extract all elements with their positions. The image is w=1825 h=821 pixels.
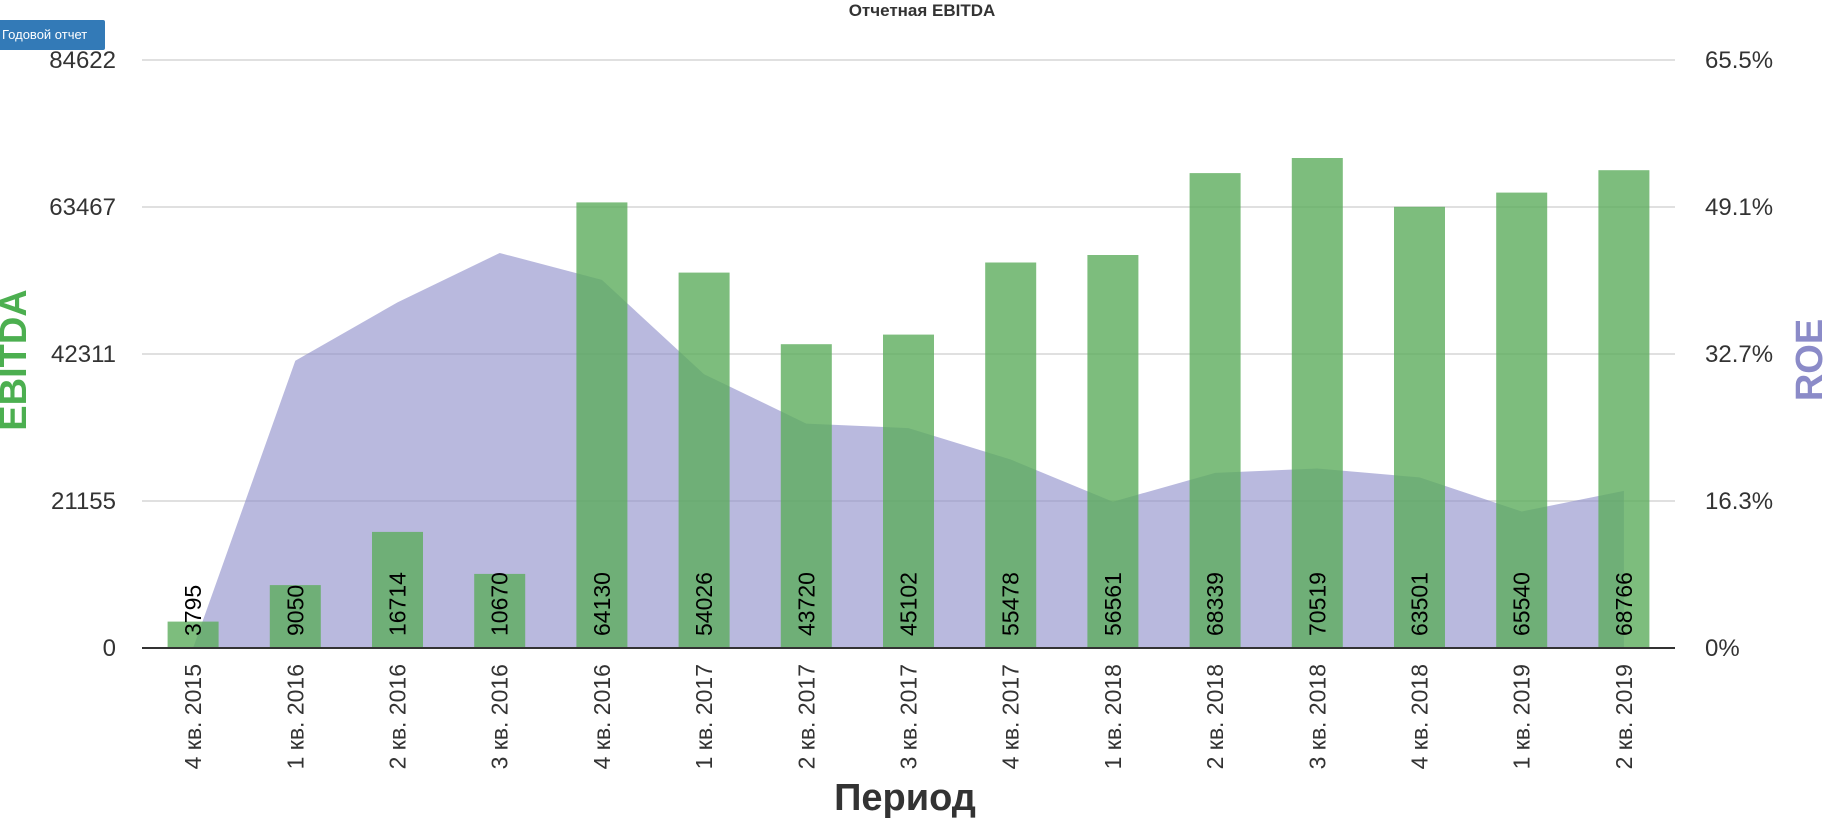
ebitda-bar[interactable] <box>167 621 219 648</box>
x-tick-label: 4 кв. 2015 <box>180 664 206 769</box>
x-tick-label: 4 кв. 2017 <box>998 664 1024 769</box>
annual-report-button[interactable]: Годовой отчет <box>0 20 106 50</box>
ebitda-data-label: 63501 <box>1407 572 1433 636</box>
ebitda-data-label: 64130 <box>589 572 615 636</box>
ebitda-bar[interactable] <box>1291 158 1343 648</box>
ebitda-data-label: 70519 <box>1304 572 1330 636</box>
ebitda-data-label: 3795 <box>180 585 206 636</box>
ebitda-bar[interactable] <box>576 202 628 648</box>
x-tick-label: 2 кв. 2019 <box>1611 664 1637 769</box>
y-left-tick-label: 0 <box>103 635 116 662</box>
y-left-tick-label: 21155 <box>51 488 116 515</box>
ebitda-bar[interactable] <box>1189 173 1241 648</box>
ebitda-bar-layer <box>167 158 1650 649</box>
y-right-tick-label: 49.1% <box>1705 194 1773 221</box>
x-tick-label: 2 кв. 2017 <box>793 664 819 769</box>
data-label-layer: 3795 9050 16714 10670 64130 54026 43720 45102 55… <box>180 572 1637 636</box>
y-left-tick-label: 84622 <box>49 47 116 74</box>
x-axis-title: Период <box>834 777 976 819</box>
x-tick-label: 1 кв. 2019 <box>1509 664 1535 769</box>
ebitda-data-label: 68339 <box>1202 572 1228 636</box>
x-tick-label: 1 кв. 2017 <box>691 664 717 769</box>
y-axis-left-title: EBITDA <box>0 289 35 430</box>
x-tick-label: 3 кв. 2016 <box>487 664 513 769</box>
x-tick-label: 3 кв. 2017 <box>896 664 922 769</box>
ebitda-bar[interactable] <box>678 272 730 648</box>
y-right-tick-label: 16.3% <box>1705 488 1773 515</box>
ebitda-bar[interactable] <box>1394 206 1445 649</box>
y-right-tick-label: 32.7% <box>1705 341 1773 368</box>
ebitda-data-label: 65540 <box>1509 572 1535 636</box>
y-right-tick-label: 0% <box>1705 635 1740 662</box>
ebitda-data-label: 54026 <box>691 572 717 636</box>
ebitda-bar[interactable] <box>1496 192 1548 648</box>
ebitda-bar[interactable] <box>1598 170 1650 648</box>
x-tick-label: 1 кв. 2016 <box>282 664 308 769</box>
ebitda-data-label: 16714 <box>385 572 411 636</box>
chart-title: Отчетная EBITDA <box>849 1 996 20</box>
axes-layer: 0 0% 21155 16.3% 42311 32.7% 63467 49.1% 84622 65… <box>49 47 1773 769</box>
ebitda-bar[interactable] <box>1087 255 1139 648</box>
x-tick-label: 3 кв. 2018 <box>1304 664 1330 769</box>
y-axis-right-title: ROE <box>1789 319 1825 401</box>
x-tick-label: 4 кв. 2016 <box>589 664 615 769</box>
ebitda-bar[interactable] <box>269 585 321 648</box>
ebitda-data-label: 55478 <box>998 572 1024 636</box>
x-tick-label: 2 кв. 2018 <box>1202 664 1228 769</box>
ebitda-bar[interactable] <box>883 334 934 648</box>
ebitda-data-label: 10670 <box>487 572 513 636</box>
y-left-tick-label: 42311 <box>51 341 116 368</box>
ebitda-bar[interactable] <box>474 573 526 648</box>
y-right-tick-label: 65.5% <box>1705 47 1773 74</box>
ebitda-bar[interactable] <box>372 531 423 648</box>
x-tick-label: 2 кв. 2016 <box>385 664 411 769</box>
ebitda-data-label: 43720 <box>793 572 819 636</box>
ebitda-bar[interactable] <box>985 262 1037 649</box>
ebitda-data-label: 45102 <box>896 572 922 636</box>
ebitda-bar[interactable] <box>780 344 832 648</box>
x-tick-label: 1 кв. 2018 <box>1100 664 1126 769</box>
ebitda-data-label: 56561 <box>1100 572 1126 636</box>
ebitda-data-label: 9050 <box>282 585 308 636</box>
ebitda-data-label: 68766 <box>1611 572 1637 636</box>
y-left-tick-label: 63467 <box>49 194 116 221</box>
x-tick-label: 4 кв. 2018 <box>1407 664 1433 769</box>
